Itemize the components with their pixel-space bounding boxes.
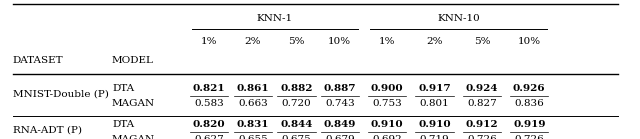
Text: 1%: 1% [379, 37, 396, 46]
Text: 0.882: 0.882 [280, 84, 312, 93]
Text: 0.743: 0.743 [325, 99, 355, 108]
Text: 0.753: 0.753 [372, 99, 402, 108]
Text: 0.831: 0.831 [237, 120, 269, 129]
Text: 0.926: 0.926 [513, 84, 545, 93]
Text: 0.726: 0.726 [515, 135, 544, 139]
Text: 0.844: 0.844 [280, 120, 312, 129]
Text: 5%: 5% [474, 37, 490, 46]
Text: 0.679: 0.679 [325, 135, 355, 139]
Text: 0.917: 0.917 [419, 84, 451, 93]
Text: MAGAN: MAGAN [112, 135, 155, 139]
Text: KNN-10: KNN-10 [437, 14, 480, 23]
Text: MNIST-Double (P): MNIST-Double (P) [13, 90, 109, 99]
Text: 0.910: 0.910 [371, 120, 403, 129]
Text: 0.663: 0.663 [238, 99, 268, 108]
Text: 0.924: 0.924 [466, 84, 498, 93]
Text: 0.801: 0.801 [420, 99, 449, 108]
Text: 0.910: 0.910 [419, 120, 451, 129]
Text: 0.919: 0.919 [513, 120, 545, 129]
Text: 0.627: 0.627 [195, 135, 224, 139]
Text: 0.720: 0.720 [282, 99, 311, 108]
Text: 5%: 5% [288, 37, 305, 46]
Text: KNN-1: KNN-1 [257, 14, 293, 23]
Text: 0.583: 0.583 [195, 99, 224, 108]
Text: MODEL: MODEL [112, 56, 154, 65]
Text: 0.726: 0.726 [467, 135, 497, 139]
Text: RNA-ADT (P): RNA-ADT (P) [13, 126, 82, 135]
Text: 0.820: 0.820 [193, 120, 225, 129]
Text: 10%: 10% [518, 37, 541, 46]
Text: DTA: DTA [112, 120, 134, 129]
Text: MAGAN: MAGAN [112, 99, 155, 108]
Text: 10%: 10% [328, 37, 351, 46]
Text: 2%: 2% [426, 37, 443, 46]
Text: 0.849: 0.849 [324, 120, 356, 129]
Text: 0.912: 0.912 [466, 120, 498, 129]
Text: 2%: 2% [244, 37, 261, 46]
Text: 0.719: 0.719 [420, 135, 449, 139]
Text: 0.900: 0.900 [371, 84, 403, 93]
Text: 0.692: 0.692 [372, 135, 402, 139]
Text: DTA: DTA [112, 84, 134, 93]
Text: DATASET: DATASET [13, 56, 63, 65]
Text: 0.655: 0.655 [238, 135, 268, 139]
Text: 0.861: 0.861 [237, 84, 269, 93]
Text: 0.887: 0.887 [324, 84, 356, 93]
Text: 1%: 1% [201, 37, 218, 46]
Text: 0.821: 0.821 [193, 84, 225, 93]
Text: 0.836: 0.836 [515, 99, 544, 108]
Text: 0.675: 0.675 [282, 135, 311, 139]
Text: 0.827: 0.827 [467, 99, 497, 108]
